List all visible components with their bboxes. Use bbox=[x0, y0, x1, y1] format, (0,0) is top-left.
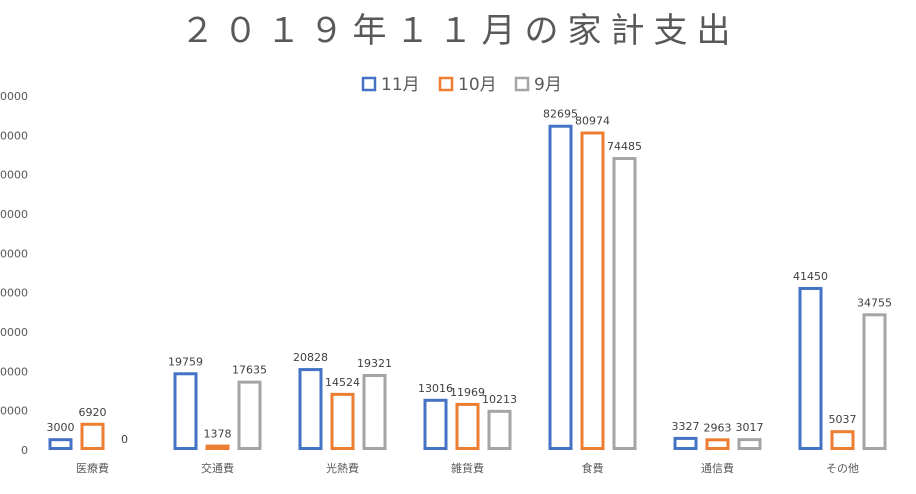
data-label: 41450 bbox=[793, 270, 828, 283]
bar-2 bbox=[487, 409, 512, 450]
bar-0 bbox=[548, 124, 573, 450]
data-label: 19759 bbox=[168, 355, 203, 368]
bars bbox=[48, 124, 887, 451]
bar-1 bbox=[205, 444, 230, 450]
data-label: 74485 bbox=[607, 140, 642, 153]
bar-1 bbox=[330, 392, 355, 450]
bar-1 bbox=[80, 422, 105, 451]
data-labels: 3000 6920 0 19759 1378 17635 20828 14524 19321 13… bbox=[47, 108, 893, 446]
data-label: 34755 bbox=[857, 296, 892, 309]
data-label: 80974 bbox=[575, 115, 610, 128]
y-tick-label: 10000 bbox=[0, 405, 28, 418]
x-category-label: 通信費 bbox=[701, 461, 734, 475]
data-label: 20828 bbox=[293, 351, 328, 364]
bar-0 bbox=[298, 368, 323, 451]
data-label: 6920 bbox=[79, 406, 107, 419]
data-label: 1378 bbox=[204, 428, 232, 441]
y-tick-label: 30000 bbox=[0, 326, 28, 339]
data-label: 3000 bbox=[47, 421, 75, 434]
y-tick-label: 70000 bbox=[0, 169, 28, 182]
data-label: 19321 bbox=[357, 357, 392, 370]
bar-2 bbox=[362, 374, 387, 450]
y-tick-label: 90000 bbox=[0, 90, 28, 103]
y-tick-label: 50000 bbox=[0, 247, 28, 260]
x-category-label: 光熱費 bbox=[326, 461, 359, 475]
bar-2 bbox=[237, 380, 262, 451]
bar-2 bbox=[862, 313, 887, 450]
y-tick-label: 20000 bbox=[0, 365, 28, 378]
data-label: 0 bbox=[121, 433, 128, 446]
y-tick-label: 80000 bbox=[0, 129, 28, 142]
bar-0 bbox=[173, 372, 198, 451]
data-label: 82695 bbox=[543, 108, 578, 121]
y-tick-label: 0 bbox=[21, 444, 28, 457]
data-label: 11969 bbox=[450, 386, 485, 399]
x-category-label: 雑貨費 bbox=[451, 461, 484, 475]
y-tick-label: 40000 bbox=[0, 287, 28, 300]
bar-0 bbox=[798, 286, 823, 451]
x-category-label: その他 bbox=[826, 462, 859, 475]
legend-label: 11月 bbox=[381, 75, 420, 95]
data-label: 3017 bbox=[736, 421, 764, 434]
chart-title: ２０１９年１１月の家計支出 bbox=[181, 11, 740, 51]
bar-2 bbox=[737, 438, 762, 451]
x-category-label: 交通費 bbox=[201, 461, 234, 475]
legend: 11月 10月 9月 bbox=[361, 75, 562, 95]
y-axis: 0 10000 20000 30000 40000 50000 60000 70000 8000… bbox=[0, 90, 28, 457]
legend-label: 9月 bbox=[534, 75, 562, 95]
x-axis: 医療費 交通費 光熱費 雑貨費 食費 通信費 その他 bbox=[76, 461, 859, 475]
legend-swatch bbox=[438, 76, 454, 92]
bar-1 bbox=[580, 131, 605, 451]
data-label: 17635 bbox=[232, 364, 267, 377]
bar-0 bbox=[423, 398, 448, 451]
bar-1 bbox=[455, 402, 480, 451]
bar-1 bbox=[830, 430, 855, 451]
legend-label: 10月 bbox=[458, 75, 497, 95]
data-label: 3327 bbox=[672, 420, 700, 433]
legend-swatch bbox=[514, 76, 530, 92]
data-label: 14524 bbox=[325, 376, 360, 389]
data-label: 13016 bbox=[418, 382, 453, 395]
bar-0 bbox=[48, 438, 73, 451]
data-label: 5037 bbox=[829, 413, 857, 426]
data-label: 10213 bbox=[482, 393, 517, 406]
y-tick-label: 60000 bbox=[0, 208, 28, 221]
bar-2 bbox=[612, 157, 637, 450]
legend-swatch bbox=[361, 76, 377, 92]
x-category-label: 医療費 bbox=[76, 461, 109, 475]
bar-0 bbox=[673, 436, 698, 450]
data-label: 2963 bbox=[704, 421, 732, 434]
x-category-label: 食費 bbox=[582, 461, 604, 475]
bar-1 bbox=[705, 438, 730, 450]
